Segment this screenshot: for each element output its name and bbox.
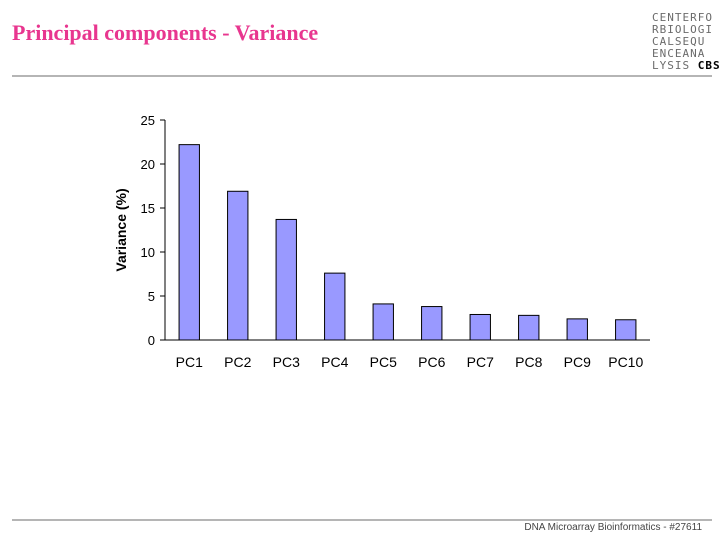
- slide-title: Principal components - Variance: [12, 20, 319, 45]
- bar-pc2: [227, 190, 249, 341]
- x-tick-label: PC5: [370, 354, 397, 370]
- header-divider: [12, 75, 712, 77]
- x-tick-label: PC3: [273, 354, 300, 370]
- x-tick-label: PC9: [564, 354, 591, 370]
- bar-pc4: [324, 272, 346, 341]
- y-tick-label: 10: [141, 245, 155, 260]
- bar-pc7: [469, 313, 491, 341]
- bar-pc3: [275, 218, 297, 341]
- footer-divider: [12, 519, 712, 521]
- logo-line: LYSIS CBS: [652, 60, 720, 72]
- y-tick-label: 15: [141, 201, 155, 216]
- x-tick-label: PC7: [467, 354, 494, 370]
- y-tick-label: 0: [148, 333, 155, 348]
- footer-text: DNA Microarray Bioinformatics - #27611: [524, 522, 702, 533]
- logo-line: CENTERFO: [652, 11, 713, 24]
- bar-pc8: [518, 314, 540, 341]
- x-tick-label: PC2: [224, 354, 251, 370]
- x-tick-label: PC10: [608, 354, 643, 370]
- y-tick-label: 20: [141, 157, 155, 172]
- x-tick-label: PC8: [515, 354, 542, 370]
- cbs-logo: CENTERFO RBIOLOGI CALSEQU ENCEANA LYSIS …: [652, 12, 720, 72]
- logo-line: ENCEANA: [652, 47, 706, 60]
- logo-line: RBIOLOGI: [652, 23, 713, 36]
- logo-brand: CBS: [697, 59, 720, 72]
- y-tick-label: 5: [148, 289, 155, 304]
- x-tick-label: PC6: [418, 354, 445, 370]
- bar-pc6: [421, 306, 443, 341]
- logo-line: CALSEQU: [652, 35, 706, 48]
- y-tick-label: 25: [141, 113, 155, 128]
- bar-pc9: [566, 318, 588, 341]
- bar-pc1: [178, 144, 200, 341]
- bar-pc10: [615, 319, 637, 341]
- x-tick-label: PC4: [321, 354, 348, 370]
- y-axis-label: Variance (%): [113, 188, 129, 271]
- x-tick-label: PC1: [176, 354, 203, 370]
- bar-pc5: [372, 303, 394, 341]
- logo-text: LYSIS: [652, 59, 691, 72]
